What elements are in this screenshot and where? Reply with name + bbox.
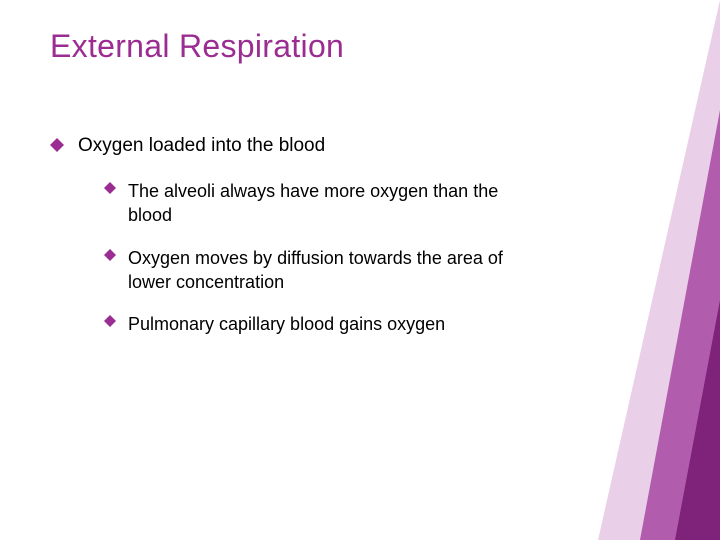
deco-tri-3 <box>675 300 720 540</box>
corner-decoration <box>580 0 720 540</box>
bullet-lvl2: The alveoli always have more oxygen than… <box>104 179 534 228</box>
diamond-bullet-icon <box>104 315 116 327</box>
diamond-bullet-icon <box>104 249 116 261</box>
bullet-lvl1: Oxygen loaded into the blood <box>50 135 570 157</box>
diamond-bullet-icon <box>104 182 116 194</box>
slide-title: External Respiration <box>50 28 570 65</box>
diamond-bullet-icon <box>50 138 64 152</box>
slide: External Respiration Oxygen loaded into … <box>0 0 720 540</box>
bullet-lvl2: Pulmonary capillary blood gains oxygen <box>104 312 534 336</box>
bullet-lvl1-text: Oxygen loaded into the blood <box>78 135 570 157</box>
deco-tri-1 <box>598 0 720 540</box>
content-area: External Respiration Oxygen loaded into … <box>50 28 570 354</box>
bullet-lvl2-text: The alveoli always have more oxygen than… <box>128 179 534 228</box>
bullet-lvl2-text: Pulmonary capillary blood gains oxygen <box>128 312 534 336</box>
bullet-lvl2-text: Oxygen moves by diffusion towards the ar… <box>128 246 534 295</box>
deco-tri-2 <box>640 110 720 540</box>
bullet-lvl2: Oxygen moves by diffusion towards the ar… <box>104 246 534 295</box>
